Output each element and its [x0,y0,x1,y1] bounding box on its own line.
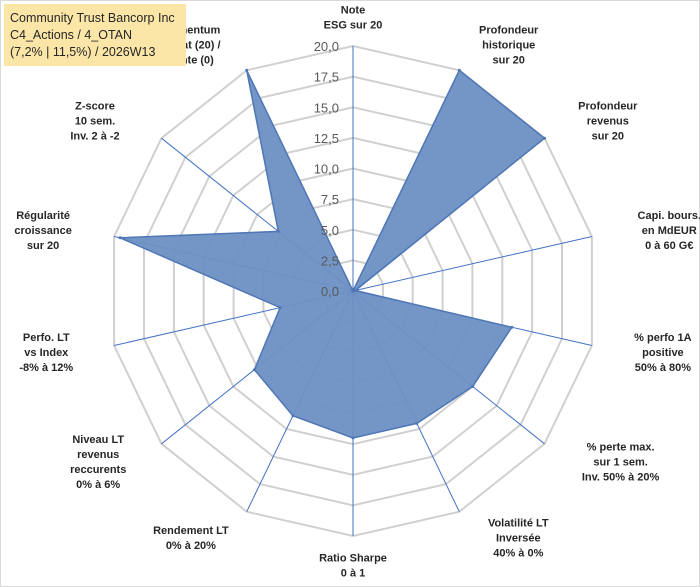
data-point [276,229,280,233]
tick-label: 2,5 [321,253,339,268]
axis-spoke [352,236,593,292]
data-point [278,306,282,310]
tick-label: 7,5 [321,192,339,207]
company-name: Community Trust Bancorp Inc [10,11,175,25]
tick-label: 0,0 [321,284,339,299]
axis-label: Profondeur revenus sur 20 [578,100,638,142]
axis-label: Niveau LT revenus reccurents 0% à 6% [70,434,126,491]
axis-label: Z-score 10 sem. Inv. 2 à -2 [70,100,119,142]
axis-label: Régularité croissance sur 20 [14,210,71,252]
data-point [543,136,546,140]
data-point [291,414,295,418]
performance-stats: (7,2% | 11,5%) / 2026W13 [10,45,156,59]
data-point [245,68,249,72]
tick-label: 12,5 [314,131,339,146]
axis-label: Note ESG sur 20 [324,5,383,32]
data-point [118,236,122,240]
data-point [252,368,256,372]
tick-label: 10,0 [314,162,339,177]
tick-label: 20,0 [314,39,339,54]
tick-label: 5,0 [321,223,339,238]
axis-label: % perte max. sur 1 sem. Inv. 50% à 20% [582,442,660,484]
axis-label: Ratio Sharpe 0 à 1 [319,552,387,579]
data-point [457,68,461,72]
data-point [510,325,514,329]
data-point [471,385,475,388]
data-point [351,289,355,293]
portfolio-name: C4_Actions / 4_OTAN [10,28,133,42]
tick-label: 17,5 [314,70,339,85]
info-box: Community Trust Bancorp Inc C4_Actions /… [4,4,186,66]
axis-label: Volatilité LT Inversée 40% à 0% [488,518,549,560]
axis-label: Perfo. LT vs Index -8% à 12% [19,332,73,374]
data-point [353,289,357,292]
data-point [415,421,419,425]
axis-label: Capi. bours. en MdEUR 0 à 60 G€ [638,210,700,252]
axis-label: Rendement LT 0% à 20% [153,525,229,552]
axis-label: Profondeur historique sur 20 [479,24,539,66]
axis-label: % perfo 1A positive 50% à 80% [634,332,692,374]
tick-label: 15,0 [314,100,339,115]
series-layer [118,68,546,440]
tick-labels: 0,0 2,5 5,0 7,5 10,0 12,5 15,0 17,5 20,0 [314,39,339,299]
data-point [351,436,355,440]
axis-labels: Note ESG sur 20 Profondeur historique sur 20… [14,5,700,580]
